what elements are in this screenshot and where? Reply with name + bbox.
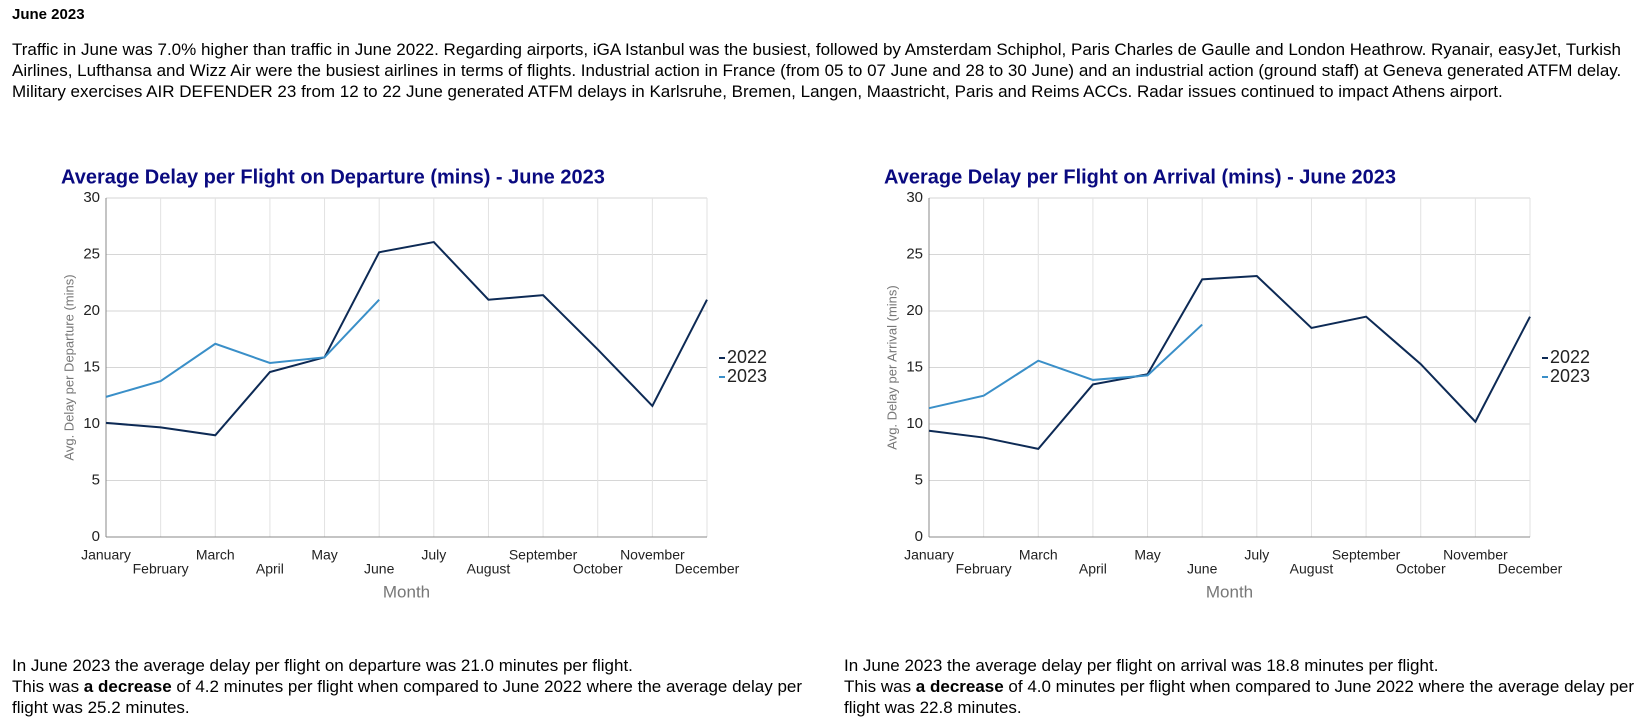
x-tick-label: October [1396,561,1446,577]
page-title: June 2023 [12,6,85,23]
y-tick-label: 5 [915,471,923,488]
legend-label: 2022 [1550,347,1590,367]
x-tick-label: November [1443,547,1508,563]
y-tick-label: 0 [915,528,923,545]
y-tick-label: 25 [906,245,923,262]
x-tick-label: February [133,561,189,577]
text: This was [844,677,916,696]
y-tick-label: 15 [906,358,923,375]
chart: Average Delay per Flight on Departure (m… [61,166,767,601]
series-line [928,323,1203,410]
emphasis: a decrease [915,677,1004,696]
y-tick-label: 5 [92,471,100,488]
x-tick-label: August [1290,561,1334,577]
summary: In June 2023 the average delay per fligh… [12,655,812,718]
x-tick-label: June [1187,561,1218,577]
chart-title: Average Delay per Flight on Arrival (min… [884,166,1396,188]
summary-line: In June 2023 the average delay per fligh… [844,656,1439,675]
text: of 4.2 minutes per flight when compared … [12,677,803,717]
legend-label: 2023 [1550,366,1590,386]
x-tick-label: March [1019,547,1058,563]
y-tick-label: 10 [83,415,100,432]
x-tick-label: December [1498,561,1563,577]
intro-text: Traffic in June was 7.0% higher than tra… [12,40,1622,101]
summary-line: This was a decrease of 4.2 minutes per f… [12,676,812,718]
series-line [928,274,1531,450]
x-tick-label: June [364,561,395,577]
y-tick-label: 10 [906,415,923,432]
text: of 4.0 minutes per flight when compared … [844,677,1635,717]
x-axis-label: Month [1206,582,1253,601]
y-tick-label: 20 [906,302,923,319]
y-axis-label: Avg. Delay per Departure (mins) [61,274,76,460]
y-tick-label: 25 [83,245,100,262]
y-tick-label: 30 [83,189,100,206]
x-tick-label: January [904,547,954,563]
y-tick-label: 20 [83,302,100,319]
y-tick-label: 15 [83,358,100,375]
x-tick-label: September [1332,547,1401,563]
x-tick-label: March [196,547,235,563]
x-tick-label: July [421,547,446,563]
legend-label: 2023 [727,366,767,386]
x-tick-label: August [467,561,511,577]
chart-title: Average Delay per Flight on Departure (m… [61,166,605,188]
x-tick-label: April [1079,561,1107,577]
x-tick-label: May [1134,547,1160,563]
series-line [105,240,708,437]
summary: In June 2023 the average delay per fligh… [844,655,1644,718]
x-tick-label: February [956,561,1012,577]
emphasis: a decrease [83,677,172,696]
x-tick-label: December [675,561,740,577]
x-tick-label: July [1244,547,1269,563]
x-tick-label: May [311,547,337,563]
y-tick-label: 30 [906,189,923,206]
y-axis-label: Avg. Delay per Arrival (mins) [884,285,899,449]
summary-line: In June 2023 the average delay per fligh… [12,656,633,675]
text: This was [12,677,84,696]
x-tick-label: April [256,561,284,577]
x-axis-label: Month [383,582,430,601]
x-tick-label: November [620,547,685,563]
x-tick-label: October [573,561,623,577]
y-tick-label: 0 [92,528,100,545]
chart: Average Delay per Flight on Arrival (min… [884,166,1590,601]
x-tick-label: January [81,547,131,563]
series-line [105,299,380,398]
summary-line: This was a decrease of 4.0 minutes per f… [844,676,1644,718]
x-tick-label: September [509,547,578,563]
legend-label: 2022 [727,347,767,367]
